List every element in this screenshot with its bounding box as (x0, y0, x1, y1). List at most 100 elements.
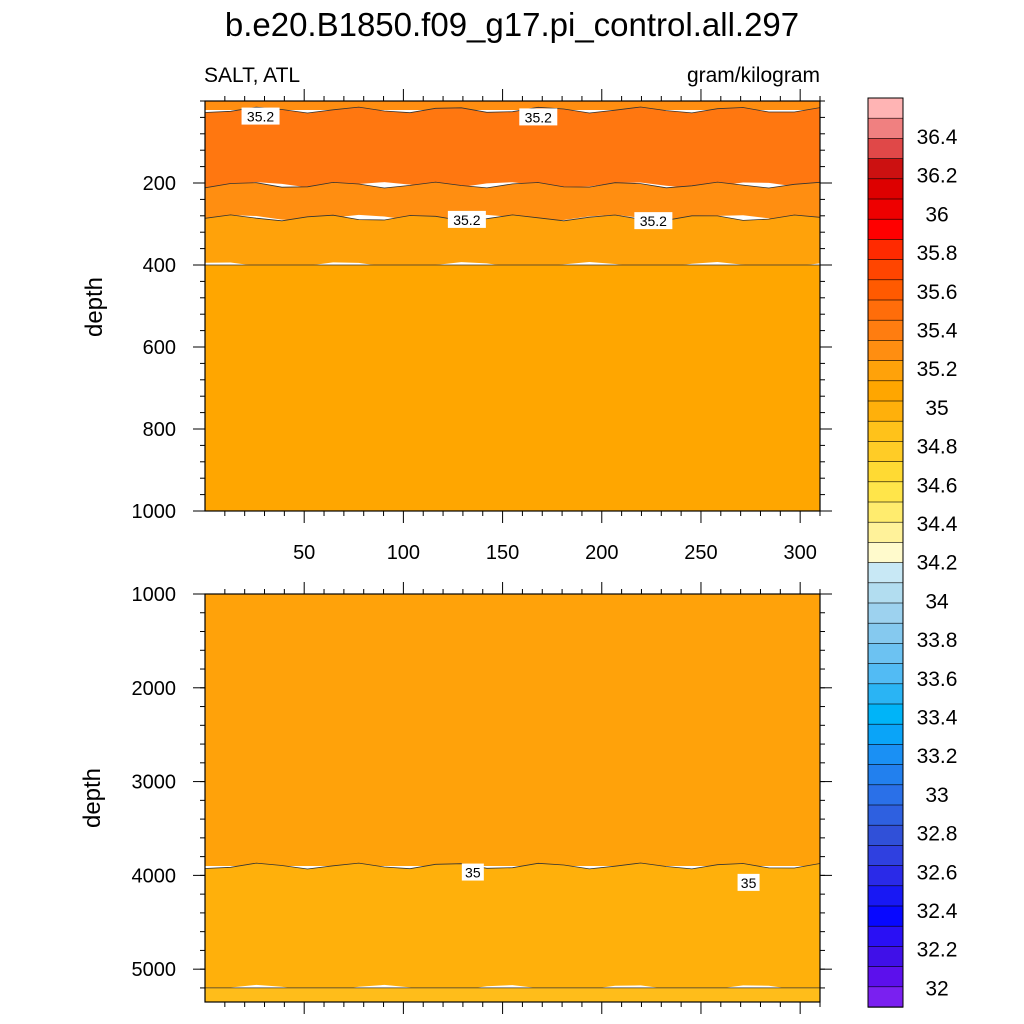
contour-band (205, 182, 820, 221)
variable-label: SALT, ATL (204, 64, 300, 87)
colorbar-swatch (867, 400, 904, 422)
contour-band (205, 107, 820, 188)
y-tick-label: 400 (143, 255, 176, 277)
colorbar-swatch (867, 218, 904, 241)
colorbar-swatch (867, 905, 904, 927)
colorbar-swatch (867, 643, 904, 665)
colorbar-swatch (867, 865, 904, 887)
colorbar-label: 34.4 (917, 513, 958, 536)
colorbar-swatch (867, 744, 904, 766)
colorbar-frame (867, 97, 904, 1008)
colorbar-label: 35 (925, 397, 948, 420)
colorbar-label: 34.8 (917, 436, 958, 459)
colorbar-label: 33 (925, 784, 948, 807)
colorbar-swatch (867, 622, 904, 645)
units-label: gram/kilogram (687, 64, 820, 87)
colorbar-swatch (867, 925, 904, 948)
contour-band (205, 214, 820, 268)
colorbar: 36.4 36.2 36 35.8 35.6 35.4 35.2 35 34.8 34.6 34.4… (867, 97, 958, 1008)
colorbar-swatch (867, 966, 904, 988)
colorbar-swatch (867, 441, 904, 463)
chart-title: b.e20.B1850.f09_g17.pi_control.all.297 (225, 6, 799, 43)
colorbar-label: 33.4 (917, 707, 958, 730)
colorbar-swatch (867, 158, 904, 180)
contour-label-box (519, 108, 558, 126)
colorbar-swatch (867, 542, 904, 564)
colorbar-swatch (867, 117, 904, 140)
colorbar-label: 32.2 (917, 939, 958, 962)
colorbar-label: 33.6 (917, 668, 958, 691)
colorbar-swatch (867, 481, 904, 503)
colorbar-label: 32.4 (917, 900, 958, 923)
colorbar-label: 35.4 (917, 320, 958, 343)
colorbar-label: 32 (925, 977, 948, 1000)
contour-label: 35.2 (241, 107, 280, 125)
colorbar-swatch (867, 824, 904, 847)
colorbar-swatch (867, 946, 904, 968)
colorbar-label: 36 (925, 203, 948, 226)
colorbar-swatch (867, 279, 904, 301)
contour-label: 35.2 (447, 210, 486, 228)
colorbar-swatch (867, 562, 904, 584)
colorbar-swatch (867, 380, 904, 402)
colorbar-label: 36.4 (917, 126, 958, 149)
x-tick-label: 300 (783, 542, 816, 564)
colorbar-label: 36.2 (917, 165, 958, 188)
colorbar-swatch (867, 582, 904, 604)
colorbar-label: 35.8 (917, 242, 958, 265)
colorbar-swatch (867, 683, 904, 705)
contour-line (204, 862, 821, 870)
colorbar-label: 35.2 (917, 358, 958, 381)
colorbar-swatch (867, 764, 904, 786)
colorbar-swatch (867, 259, 904, 281)
contour-label-box (634, 212, 673, 230)
colorbar-swatch (867, 986, 904, 1008)
contour-band (205, 987, 820, 1002)
y-tick-label: 1000 (132, 584, 177, 606)
contour-label-text: 35.2 (640, 213, 667, 229)
contour-label: 35 (461, 863, 484, 881)
lower-y-axis-label: depth (79, 768, 106, 828)
colorbar-label: 33.8 (917, 629, 958, 652)
x-tick-label: 250 (684, 542, 717, 564)
x-axis-tick-labels: 50 100 150 200 250 300 (293, 542, 817, 564)
colorbar-swatch (867, 138, 904, 160)
colorbar-label: 35.6 (917, 281, 958, 304)
y-tick-label: 5000 (132, 959, 177, 981)
colorbar-label: 34.2 (917, 552, 958, 575)
y-tick-label: 4000 (132, 865, 177, 887)
colorbar-swatch (867, 501, 904, 523)
colorbar-label: 33.2 (917, 745, 958, 768)
plot-frame (204, 100, 821, 512)
colorbar-swatch (867, 461, 904, 483)
contour-line (204, 181, 821, 189)
colorbar-label: 32.8 (917, 823, 958, 846)
colorbar-swatch (867, 178, 904, 200)
colorbar-swatch (867, 521, 904, 544)
colorbar-swatch (867, 239, 904, 261)
colorbar-swatch (867, 198, 904, 220)
colorbar-swatch (867, 804, 904, 826)
contour-label-box (461, 863, 484, 881)
colorbar-swatch (867, 885, 904, 907)
y-tick-label: 3000 (132, 772, 177, 794)
y-tick-label: 600 (143, 337, 176, 359)
contour-band (205, 594, 820, 866)
contour-label-text: 35.2 (525, 109, 552, 125)
colorbar-swatch (867, 299, 904, 321)
contour-band (205, 863, 820, 991)
colorbar-swatch (867, 723, 904, 746)
x-tick-label: 100 (387, 542, 420, 564)
upper-y-axis-label: depth (81, 277, 108, 337)
contour-label-box (737, 873, 760, 891)
contour-line (204, 214, 821, 222)
colorbar-swatch (867, 845, 904, 867)
contour-label: 35.2 (519, 108, 558, 126)
colorbar-swatch (867, 602, 904, 624)
contour-label-box (447, 210, 486, 228)
colorbar-swatch (867, 97, 904, 119)
y-tick-label: 800 (143, 419, 176, 441)
colorbar-swatch (867, 703, 904, 725)
colorbar-swatch (867, 420, 904, 443)
